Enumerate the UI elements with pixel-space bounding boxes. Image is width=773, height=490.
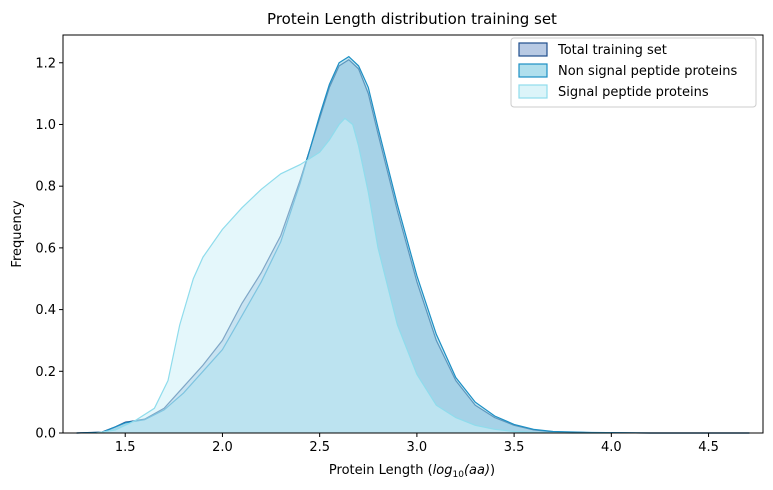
legend-label: Total training set (557, 43, 667, 58)
x-tick-label: 2.5 (309, 440, 330, 455)
y-tick-label: 1.0 (35, 118, 56, 133)
y-tick-label: 0.4 (35, 303, 56, 318)
y-tick-label: 0.0 (35, 427, 56, 442)
x-tick-label: 2.0 (212, 440, 233, 455)
legend-swatch (518, 42, 548, 57)
density-area-2 (96, 118, 612, 434)
x-tick-label: 1.5 (115, 440, 136, 455)
x-tick-label: 4.5 (698, 440, 719, 455)
x-axis-label: Protein Length (log10(aa)) (329, 463, 495, 480)
chart-title: Protein Length distribution training set (267, 10, 557, 28)
x-axis-ticks: 1.5 2.0 2.5 3.0 3.5 4.0 4.5 (115, 433, 719, 455)
x-tick-label: 3.0 (407, 440, 428, 455)
density-areas (76, 55, 750, 434)
x-axis-label-math-2: (aa) (464, 463, 490, 478)
axes-frame (62, 34, 764, 434)
legend-swatch (518, 63, 548, 78)
y-tick-label: 0.8 (35, 180, 56, 195)
x-axis-label-math: log (433, 463, 453, 478)
y-tick-label: 1.2 (35, 56, 56, 71)
legend: Total training set Non signal peptide pro… (510, 37, 757, 108)
x-tick-label: 3.5 (504, 440, 525, 455)
y-axis-ticks: 0.0 0.2 0.4 0.6 0.8 1.0 1.2 (35, 56, 63, 442)
x-axis-label-suffix: ) (490, 463, 495, 478)
y-tick-label: 0.6 (35, 241, 56, 256)
x-axis-label-prefix: Protein Length ( (329, 463, 433, 478)
x-tick-label: 4.0 (601, 440, 622, 455)
y-axis-label: Frequency (10, 200, 25, 267)
y-tick-label: 0.2 (35, 365, 56, 380)
legend-swatch (518, 84, 548, 99)
legend-label: Non signal peptide proteins (558, 64, 737, 79)
legend-label: Signal peptide proteins (558, 85, 709, 100)
legend-box (510, 37, 757, 108)
x-axis-label-subscript: 10 (452, 470, 464, 480)
plot-area (62, 34, 764, 434)
density-line-2 (96, 117, 612, 434)
